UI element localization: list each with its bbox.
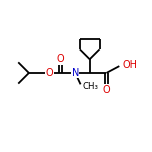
Text: O: O	[57, 54, 65, 64]
Text: O: O	[46, 68, 53, 78]
Text: O: O	[103, 85, 110, 95]
Text: OH: OH	[122, 60, 137, 70]
Text: CH₃: CH₃	[83, 82, 99, 91]
Text: N: N	[72, 68, 79, 78]
